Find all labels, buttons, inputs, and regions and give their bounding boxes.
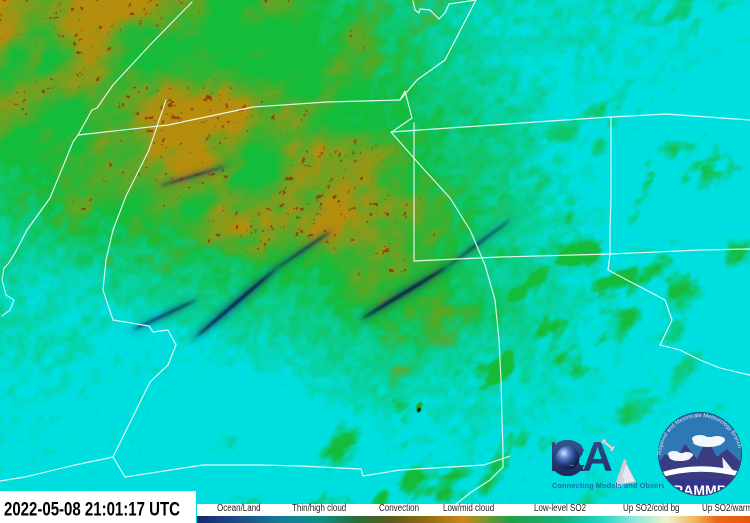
svg-text:Connecting Models and Observat: Connecting Models and Observations [552,481,664,490]
